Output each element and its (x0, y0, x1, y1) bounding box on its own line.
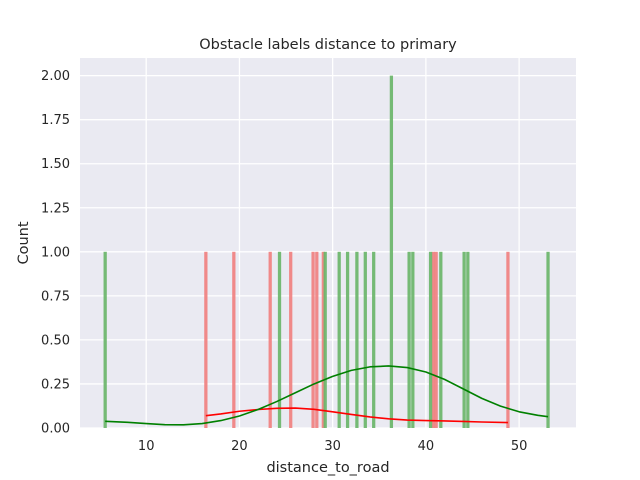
x-tick-label: 20 (231, 439, 248, 454)
y-tick-label: 0.75 (41, 289, 70, 304)
kde-line-series-1 (205, 407, 508, 424)
y-tick-label: 2.00 (41, 69, 70, 84)
histogram-bar-series-2 (103, 251, 107, 428)
y-tick-label: 1.50 (41, 157, 70, 172)
histogram-bar-series-1 (268, 251, 272, 428)
y-tick-label: 1.25 (41, 201, 70, 216)
histogram-bar-series-1 (315, 251, 319, 428)
chart-title: Obstacle labels distance to primary (199, 37, 457, 53)
histogram-bar-series-2 (466, 251, 470, 428)
histogram-bar-series-2 (363, 251, 367, 428)
histogram-bar-series-2 (355, 251, 359, 428)
histogram-bar-series-2 (546, 251, 550, 428)
kde-line-series-2 (105, 365, 549, 426)
histogram-bar-series-2 (345, 251, 350, 428)
histogram-bar-series-2 (337, 251, 341, 428)
x-tick-label: 30 (324, 439, 341, 454)
histogram-bar-series-1 (204, 251, 208, 428)
y-axis-label: Count (16, 221, 32, 264)
grid-lines (80, 58, 576, 429)
x-tick-label: 10 (138, 439, 155, 454)
histogram-bar-series-2 (411, 251, 415, 428)
x-tick-label: 50 (511, 439, 528, 454)
histogram-bars (103, 75, 550, 428)
y-tick-label: 1.00 (41, 245, 70, 260)
y-tick-label: 0.25 (41, 377, 70, 392)
histogram-bar-series-2 (372, 251, 376, 428)
histogram-bar-series-1 (506, 251, 510, 428)
x-axis-label: distance_to_road (266, 460, 389, 476)
histogram-bar-series-1 (321, 251, 325, 428)
histogram-bar-series-1 (434, 251, 438, 428)
y-tick-label: 0.00 (41, 422, 70, 437)
histogram-bar-series-1 (289, 251, 293, 428)
histogram-bar-series-1 (311, 251, 315, 428)
y-tick-label: 0.50 (41, 333, 70, 348)
plot-background (80, 58, 576, 428)
histogram-bar-series-1 (232, 251, 236, 428)
x-tick-label: 40 (418, 439, 435, 454)
y-tick-labels: 0.00 0.25 0.50 0.75 1.00 1.25 1.50 1.75 2.00 (41, 69, 70, 436)
histogram-bar-series-2 (389, 75, 394, 428)
x-tick-labels: 10 20 30 40 50 (138, 439, 527, 454)
kde-curves (105, 365, 549, 426)
histogram-bar-series-2 (428, 251, 433, 428)
histogram-bar-series-1 (431, 251, 435, 428)
histogram-bar-series-2 (462, 251, 466, 428)
histogram-bar-series-2 (407, 251, 411, 428)
histogram-bar-series-2 (439, 251, 443, 428)
y-tick-label: 1.75 (41, 113, 70, 128)
histogram-bar-series-2 (323, 251, 327, 428)
histogram-bar-series-2 (277, 251, 282, 428)
